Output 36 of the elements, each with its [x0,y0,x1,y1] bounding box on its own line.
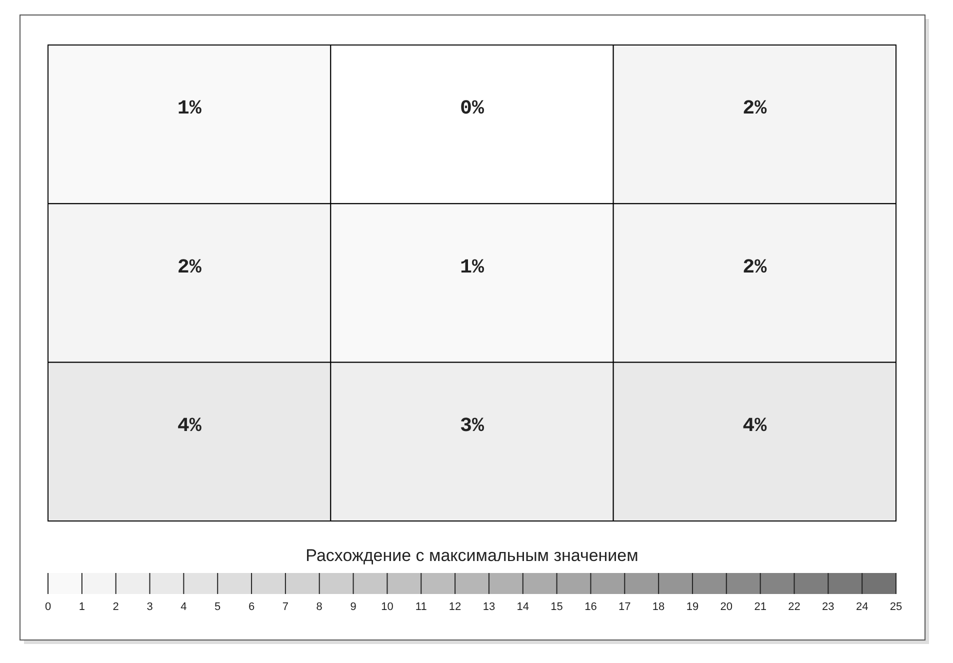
data-label: 1% [460,256,485,280]
color-bar-label: 17 [618,600,631,613]
data-label: 0% [460,98,485,121]
color-bar-label: 5 [214,600,221,613]
color-bar-label: 6 [248,600,255,613]
color-bar-label: 14 [516,600,530,613]
data-label: 2% [742,256,768,280]
color-bar-label: 15 [550,600,563,613]
color-bar-label: 12 [448,600,462,613]
color-bar-label: 8 [316,600,322,613]
color-bar-label: 4 [180,600,187,613]
data-label: 4% [177,415,202,438]
data-label: 2% [742,98,768,121]
color-bar-label: 25 [890,600,902,613]
color-bar-label: 1 [78,600,85,613]
color-bar-label: 20 [720,600,733,613]
color-bar-label: 10 [381,600,394,613]
color-bar-label: 11 [415,600,427,613]
data-label: 2% [177,256,202,280]
color-bar-label: 23 [822,600,834,613]
data-label: 3% [460,415,485,438]
color-bar-label: 24 [856,600,868,613]
color-bar-label: 0 [44,600,52,613]
color-bar-label: 7 [282,600,289,613]
color-bar-label: 18 [652,600,665,613]
color-bar-label: 19 [686,600,699,613]
data-label: 4% [742,415,768,438]
color-bar-title: Расхождение с максимальным значением [306,546,638,565]
color-bar-label: 2 [112,600,119,613]
color-bar-label: 16 [584,600,597,613]
data-label: 1% [177,98,202,121]
color-bar-label: 22 [788,600,800,613]
color-bar-label: 9 [350,600,356,613]
color-bar-label: 21 [754,600,766,613]
color-bar-label: 3 [146,600,153,613]
color-bar-label: 13 [482,600,496,613]
